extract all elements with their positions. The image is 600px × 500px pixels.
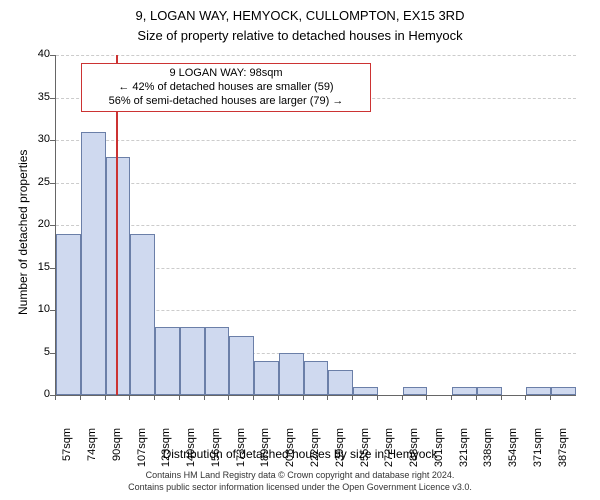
histogram-bar <box>56 234 81 396</box>
x-tick-label: 321sqm <box>458 428 470 474</box>
y-tick-mark <box>50 55 55 56</box>
chart-title-line1: 9, LOGAN WAY, HEMYOCK, CULLOMPTON, EX15 … <box>0 8 600 23</box>
histogram-bar <box>155 327 180 395</box>
x-tick-label: 255sqm <box>359 428 371 474</box>
y-tick-label: 5 <box>28 346 50 358</box>
histogram-bar <box>526 387 551 396</box>
y-tick-mark <box>50 310 55 311</box>
footer-line1: Contains HM Land Registry data © Crown c… <box>0 470 600 480</box>
x-tick-label: 90sqm <box>111 428 123 474</box>
x-tick-label: 140sqm <box>185 428 197 474</box>
x-tick-mark <box>179 395 180 400</box>
x-tick-mark <box>451 395 452 400</box>
annotation-line3: 56% of semi-detached houses are larger (… <box>88 95 364 109</box>
x-tick-mark <box>228 395 229 400</box>
x-tick-mark <box>377 395 378 400</box>
y-tick-label: 35 <box>28 91 50 103</box>
x-tick-label: 387sqm <box>557 428 569 474</box>
x-tick-label: 156sqm <box>210 428 222 474</box>
y-tick-mark <box>50 140 55 141</box>
y-tick-label: 20 <box>28 218 50 230</box>
x-tick-label: 301sqm <box>433 428 445 474</box>
histogram-bar <box>279 353 304 396</box>
histogram-bar <box>254 361 279 395</box>
gridline <box>56 55 576 56</box>
x-tick-mark <box>426 395 427 400</box>
histogram-bar <box>403 387 428 396</box>
x-tick-mark <box>476 395 477 400</box>
chart-title-line2: Size of property relative to detached ho… <box>0 28 600 43</box>
y-tick-mark <box>50 225 55 226</box>
histogram-bar <box>452 387 477 396</box>
x-tick-label: 354sqm <box>507 428 519 474</box>
x-tick-mark <box>253 395 254 400</box>
gridline <box>56 183 576 184</box>
y-axis-label: Number of detached properties <box>16 150 30 315</box>
gridline <box>56 225 576 226</box>
x-tick-mark <box>525 395 526 400</box>
histogram-bar <box>551 387 576 396</box>
x-tick-label: 123sqm <box>160 428 172 474</box>
y-tick-label: 25 <box>28 176 50 188</box>
x-tick-mark <box>55 395 56 400</box>
y-tick-label: 0 <box>28 388 50 400</box>
x-tick-mark <box>129 395 130 400</box>
x-tick-label: 57sqm <box>61 428 73 474</box>
x-tick-label: 107sqm <box>136 428 148 474</box>
footer-line2: Contains public sector information licen… <box>0 482 600 492</box>
y-tick-label: 40 <box>28 48 50 60</box>
y-tick-mark <box>50 98 55 99</box>
x-tick-label: 338sqm <box>482 428 494 474</box>
histogram-bar <box>477 387 502 396</box>
x-tick-label: 239sqm <box>334 428 346 474</box>
annotation-box: 9 LOGAN WAY: 98sqm ← 42% of detached hou… <box>81 63 371 112</box>
histogram-bar <box>106 157 131 395</box>
histogram-bar <box>328 370 353 396</box>
x-tick-mark <box>154 395 155 400</box>
chart-root: 9, LOGAN WAY, HEMYOCK, CULLOMPTON, EX15 … <box>0 0 600 500</box>
y-tick-label: 30 <box>28 133 50 145</box>
x-tick-mark <box>204 395 205 400</box>
x-tick-mark <box>501 395 502 400</box>
histogram-bar <box>205 327 230 395</box>
y-tick-mark <box>50 183 55 184</box>
histogram-bar <box>81 132 106 396</box>
annotation-line1: 9 LOGAN WAY: 98sqm <box>88 67 364 81</box>
x-tick-mark <box>550 395 551 400</box>
x-tick-mark <box>402 395 403 400</box>
histogram-bar <box>229 336 254 396</box>
x-tick-label: 173sqm <box>235 428 247 474</box>
x-tick-label: 206sqm <box>284 428 296 474</box>
y-tick-label: 15 <box>28 261 50 273</box>
x-tick-label: 272sqm <box>383 428 395 474</box>
histogram-bar <box>180 327 205 395</box>
x-tick-mark <box>278 395 279 400</box>
annotation-line2: ← 42% of detached houses are smaller (59… <box>88 81 364 95</box>
histogram-bar <box>130 234 155 396</box>
x-tick-label: 222sqm <box>309 428 321 474</box>
x-tick-mark <box>352 395 353 400</box>
x-tick-mark <box>303 395 304 400</box>
histogram-bar <box>353 387 378 396</box>
y-tick-mark <box>50 268 55 269</box>
histogram-bar <box>304 361 329 395</box>
y-tick-mark <box>50 353 55 354</box>
x-tick-mark <box>327 395 328 400</box>
x-tick-label: 74sqm <box>86 428 98 474</box>
x-tick-mark <box>80 395 81 400</box>
x-tick-mark <box>105 395 106 400</box>
plot-area: 9 LOGAN WAY: 98sqm ← 42% of detached hou… <box>55 55 576 396</box>
x-tick-label: 371sqm <box>532 428 544 474</box>
gridline <box>56 140 576 141</box>
y-tick-label: 10 <box>28 303 50 315</box>
x-tick-label: 288sqm <box>408 428 420 474</box>
x-tick-label: 189sqm <box>259 428 271 474</box>
